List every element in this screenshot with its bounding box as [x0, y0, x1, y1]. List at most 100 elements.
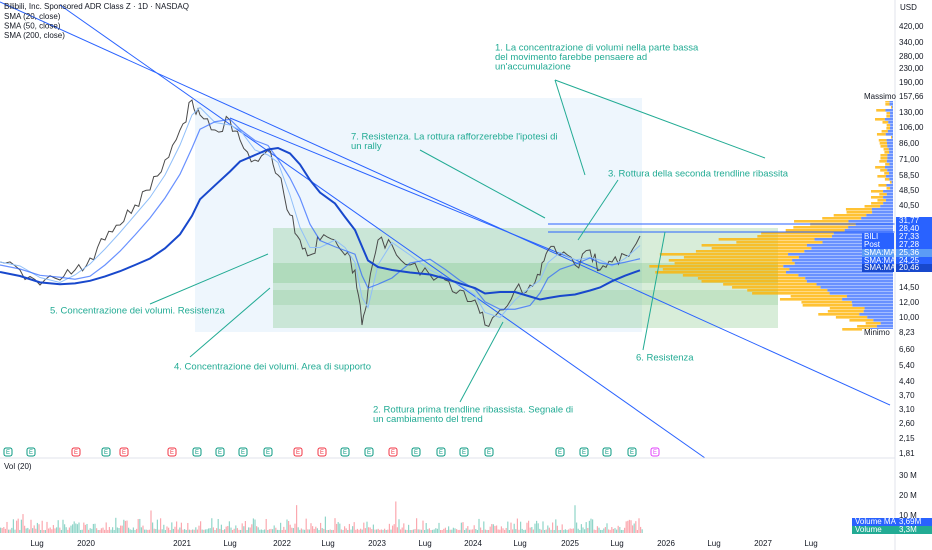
volume-bar — [280, 523, 281, 533]
currency-label: USD — [900, 3, 917, 12]
profile-up — [649, 265, 783, 268]
volume-bar — [27, 528, 28, 533]
price-label: 420,00 — [899, 22, 924, 31]
profile-down — [807, 280, 893, 283]
profile-down — [873, 319, 893, 322]
profile-up — [891, 106, 892, 109]
volume-bar — [80, 530, 81, 533]
volume-bar — [66, 527, 67, 533]
volume-bar — [477, 530, 478, 533]
profile-up — [886, 112, 890, 115]
volume-bar — [310, 523, 311, 533]
volume-bar — [301, 528, 302, 533]
volume-bar — [573, 528, 574, 533]
volume-bar — [221, 525, 222, 533]
volume-bar — [400, 529, 401, 533]
profile-up — [847, 211, 873, 214]
profile-up — [736, 241, 822, 244]
volume-bar — [293, 528, 294, 533]
volume-bar — [134, 530, 135, 533]
time-label: Lug — [418, 539, 431, 548]
volume-bar — [578, 529, 579, 533]
volume-bar — [122, 526, 123, 533]
volume-bar — [518, 530, 519, 533]
profile-down — [885, 109, 893, 112]
volume-bar — [274, 525, 275, 533]
profile-up — [886, 127, 890, 130]
volume-label: 20 M — [899, 491, 917, 500]
annotation: 6. Resistenza — [636, 353, 694, 364]
profile-up — [786, 229, 845, 232]
volume-bar — [226, 527, 227, 533]
volume-bar — [213, 527, 214, 533]
price-label: 58,50 — [899, 171, 920, 180]
volume-bar — [261, 530, 262, 533]
volume-bar — [198, 526, 199, 533]
volume-bar — [378, 529, 379, 533]
volume-bar — [315, 527, 316, 533]
profile-down — [886, 133, 893, 136]
volume-bar — [523, 530, 524, 533]
volume-bar — [205, 529, 206, 533]
volume-bar — [392, 526, 393, 533]
volume-bar — [94, 524, 95, 533]
volume-bar — [219, 529, 220, 533]
volume-bar — [538, 523, 539, 533]
earnings-label: E — [218, 450, 222, 456]
volume-bar — [147, 530, 148, 533]
profile-down — [886, 184, 893, 187]
volume-bar — [627, 521, 628, 533]
volume-bar — [349, 524, 350, 533]
profile-up — [803, 304, 853, 307]
volume-bar — [285, 530, 286, 533]
earnings-label: E — [170, 450, 174, 456]
volume-bar — [291, 528, 292, 533]
volume-bar — [192, 530, 193, 533]
volume-tag-value: 3,3M — [899, 525, 917, 534]
volume-bar — [24, 526, 25, 533]
profile-up — [885, 163, 889, 166]
volume-bar — [118, 528, 119, 533]
earnings-label: E — [558, 450, 562, 456]
volume-bar — [317, 528, 318, 533]
volume-bar — [354, 522, 355, 533]
volume-bar — [222, 530, 223, 533]
profile-up — [702, 280, 807, 283]
volume-bar — [445, 528, 446, 533]
volume-bar — [190, 530, 191, 533]
volume-bar — [82, 530, 83, 533]
volume-bar — [133, 527, 134, 533]
volume-bar — [8, 530, 9, 533]
volume-bar — [371, 529, 372, 533]
profile-up — [885, 103, 889, 106]
volume-bar — [566, 530, 567, 533]
volume-bar — [62, 520, 63, 533]
volume-label: 30 M — [899, 471, 917, 480]
volume-bar — [597, 526, 598, 533]
volume-bar — [74, 521, 75, 533]
volume-bar — [510, 523, 511, 533]
volume-bar — [152, 522, 153, 533]
volume-bar — [115, 518, 116, 533]
volume-bar — [514, 524, 515, 533]
profile-up — [801, 301, 851, 304]
volume-bar — [227, 526, 228, 533]
profile-down — [887, 193, 893, 196]
volume-bar — [386, 530, 387, 533]
profile-up — [885, 178, 889, 181]
profile-down — [872, 211, 893, 214]
volume-bar — [0, 528, 1, 533]
volume-bar — [491, 524, 492, 533]
volume-bar — [248, 527, 249, 533]
volume-bar — [88, 530, 89, 533]
volume-bar — [5, 529, 6, 533]
volume-bar — [69, 527, 70, 533]
profile-down — [880, 205, 893, 208]
volume-bar — [638, 518, 639, 533]
volume-bar — [410, 530, 411, 533]
volume-bar — [362, 530, 363, 533]
volume-bar — [482, 530, 483, 533]
volume-bar — [157, 520, 158, 533]
profile-up — [866, 322, 881, 325]
profile-up — [879, 160, 887, 163]
